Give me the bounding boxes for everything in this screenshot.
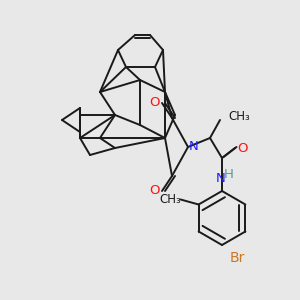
Text: H: H [224, 167, 234, 181]
Text: O: O [149, 184, 159, 197]
Text: Br: Br [229, 251, 245, 265]
Text: CH₃: CH₃ [160, 193, 182, 206]
Text: O: O [149, 97, 159, 110]
Text: CH₃: CH₃ [228, 110, 250, 122]
Text: N: N [216, 172, 226, 184]
Text: N: N [189, 140, 199, 154]
Text: O: O [238, 142, 248, 154]
